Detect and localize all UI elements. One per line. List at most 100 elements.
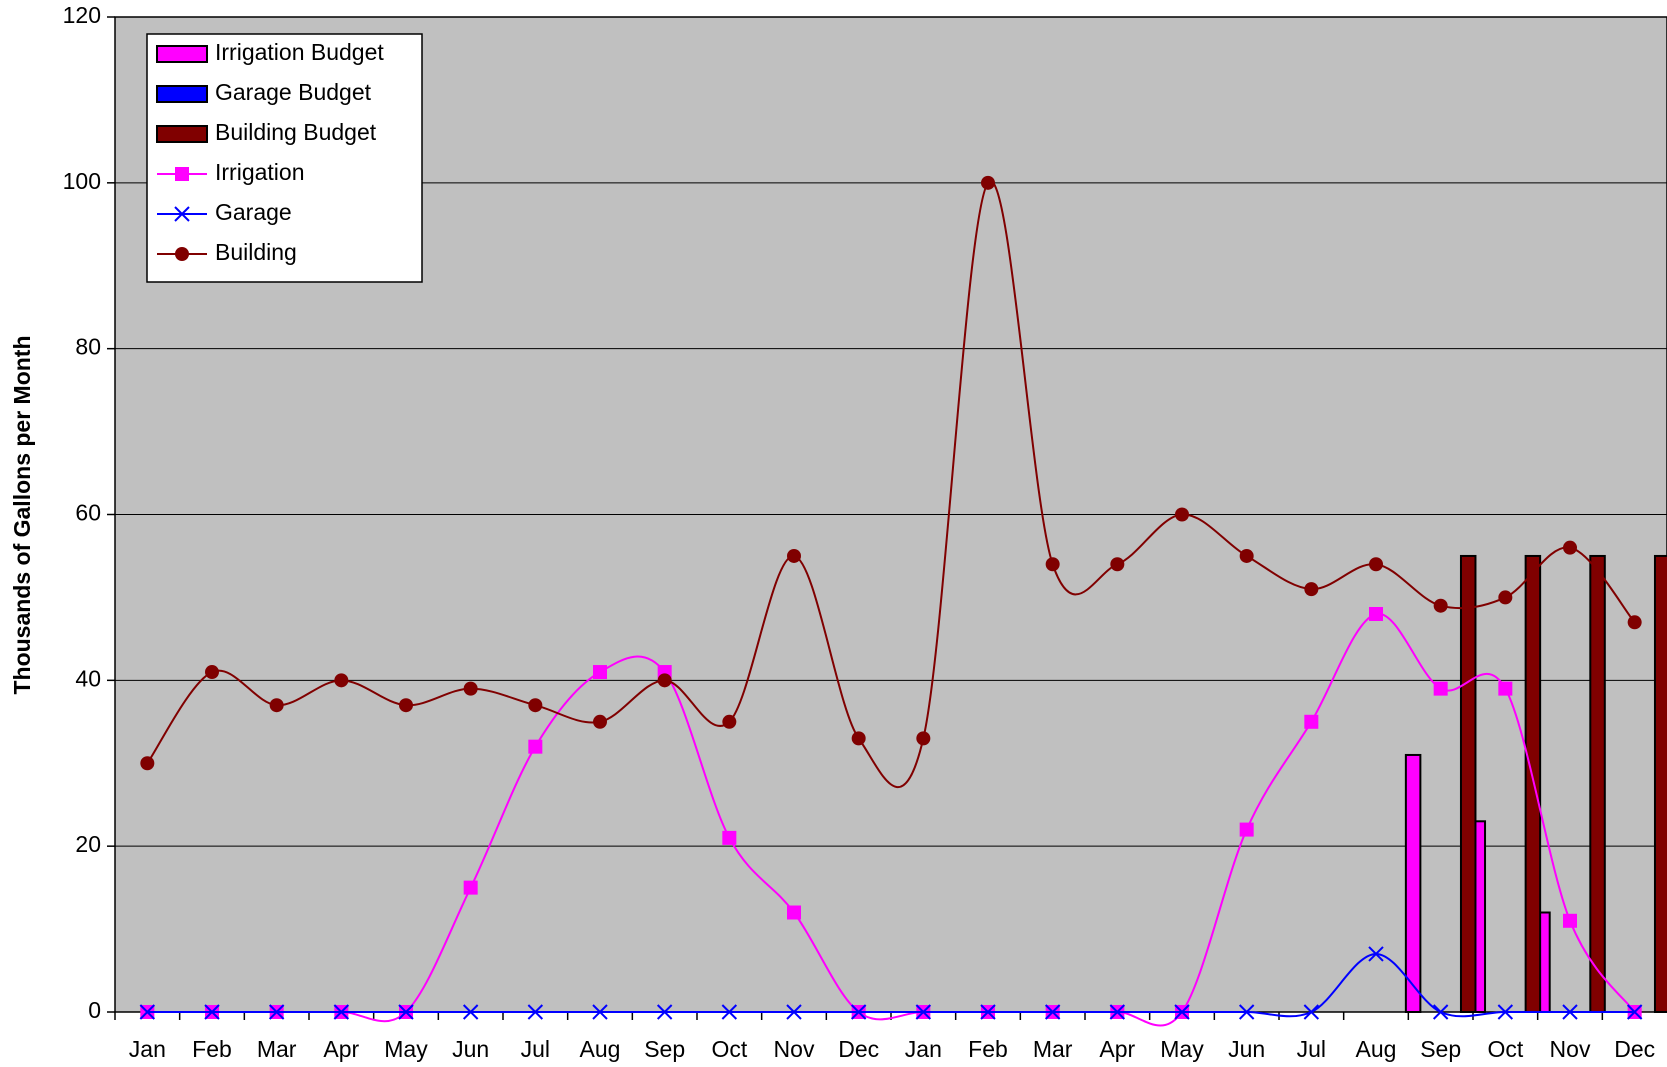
- marker-square: [1304, 714, 1319, 729]
- marker-circle: [1304, 582, 1319, 597]
- x-tick-label: Mar: [257, 1036, 297, 1062]
- marker-x: [1432, 1004, 1449, 1020]
- legend-swatch: [156, 125, 208, 143]
- x-tick-label: Nov: [774, 1036, 815, 1062]
- marker-x: [1368, 946, 1384, 962]
- x-tick-label: Sep: [1420, 1036, 1461, 1062]
- line: [147, 612, 1636, 1027]
- marker-square: [175, 167, 189, 181]
- marker-x: [850, 1004, 867, 1020]
- y-tick-label: 100: [63, 168, 101, 194]
- marker-circle: [528, 698, 543, 713]
- y-tick-label: 80: [75, 334, 101, 360]
- marker-square: [722, 830, 737, 845]
- marker-circle: [787, 548, 801, 563]
- marker-circle: [1045, 557, 1060, 572]
- legend-box: [146, 33, 423, 283]
- x-tick-label: Jul: [1297, 1036, 1326, 1062]
- y-tick-label: 40: [75, 665, 101, 691]
- marker-x: [1562, 1004, 1578, 1020]
- marker-x: [333, 1004, 350, 1020]
- marker-x: [1238, 1004, 1255, 1020]
- bar: [1653, 554, 1667, 1013]
- bar: [1524, 554, 1542, 1013]
- marker-x: [1303, 1004, 1320, 1020]
- marker-x: [527, 1004, 544, 1020]
- y-tick-label: 60: [75, 500, 101, 526]
- bar: [1404, 753, 1422, 1013]
- x-tick-label: May: [1160, 1036, 1204, 1062]
- x-tick-label: Apr: [1099, 1036, 1135, 1062]
- bar: [1459, 554, 1477, 1013]
- marker-x: [1174, 1004, 1190, 1020]
- x-tick-label: Dec: [1614, 1036, 1655, 1062]
- marker-x: [268, 1004, 285, 1020]
- x-tick-label: Apr: [323, 1036, 359, 1062]
- marker-x: [174, 206, 190, 222]
- x-tick-label: Oct: [1487, 1036, 1523, 1062]
- marker-square: [1369, 607, 1383, 621]
- marker-circle: [981, 175, 995, 190]
- marker-circle: [205, 665, 219, 680]
- x-tick-label: May: [384, 1036, 428, 1062]
- line: [147, 952, 1635, 1018]
- marker-x: [721, 1004, 738, 1020]
- legend-label: Irrigation Budget: [215, 39, 384, 65]
- marker-x: [1044, 1004, 1061, 1020]
- marker-circle: [593, 714, 607, 729]
- legend-label: Building Budget: [215, 119, 377, 145]
- marker-x: [1109, 1004, 1126, 1020]
- legend-label: Garage: [215, 199, 292, 225]
- marker-square: [787, 905, 801, 920]
- marker-square: [528, 739, 543, 754]
- y-tick-label: 120: [63, 2, 101, 28]
- x-tick-label: Jan: [129, 1036, 166, 1062]
- legend-swatch: [156, 85, 208, 103]
- x-tick-label: Mar: [1033, 1036, 1073, 1062]
- marker-circle: [1563, 540, 1577, 555]
- x-tick-label: Feb: [192, 1036, 232, 1062]
- marker-square: [1239, 822, 1254, 837]
- x-tick-label: Dec: [838, 1036, 879, 1062]
- x-tick-label: Jul: [521, 1036, 550, 1062]
- marker-circle: [1369, 557, 1383, 572]
- plot-marks: [139, 175, 1667, 1027]
- marker-x: [1497, 1004, 1514, 1020]
- x-tick-label: Jun: [1228, 1036, 1265, 1062]
- marker-circle: [1433, 598, 1448, 613]
- marker-circle: [1110, 557, 1125, 572]
- marker-x: [980, 1004, 996, 1020]
- marker-x: [398, 1004, 414, 1020]
- marker-circle: [463, 681, 478, 696]
- x-tick-label: Feb: [968, 1036, 1008, 1062]
- marker-x: [592, 1004, 608, 1020]
- legend-label: Building: [215, 239, 297, 265]
- marker-circle: [175, 247, 189, 261]
- marker-x: [204, 1004, 220, 1020]
- marker-x: [915, 1004, 932, 1020]
- marker-square: [593, 665, 607, 680]
- marker-x: [139, 1004, 156, 1020]
- marker-circle: [1627, 615, 1642, 630]
- y-tick-label: 0: [88, 997, 101, 1023]
- marker-circle: [269, 698, 284, 713]
- marker-circle: [1239, 548, 1254, 563]
- marker-circle: [851, 731, 866, 746]
- marker-square: [1433, 681, 1448, 696]
- x-tick-label: Jan: [905, 1036, 942, 1062]
- marker-circle: [140, 756, 155, 771]
- x-tick-label: Aug: [1356, 1036, 1397, 1062]
- y-tick-label: 20: [75, 831, 101, 857]
- legend-label: Irrigation: [215, 159, 304, 185]
- legend-swatch: [156, 45, 208, 63]
- marker-x: [1626, 1004, 1643, 1020]
- marker-square: [1498, 681, 1513, 696]
- x-tick-label: Jun: [452, 1036, 489, 1062]
- marker-circle: [916, 731, 931, 746]
- marker-circle: [399, 698, 413, 713]
- x-tick-label: Nov: [1550, 1036, 1591, 1062]
- marker-circle: [657, 673, 672, 688]
- marker-circle: [722, 714, 737, 729]
- legend-label: Garage Budget: [215, 79, 372, 105]
